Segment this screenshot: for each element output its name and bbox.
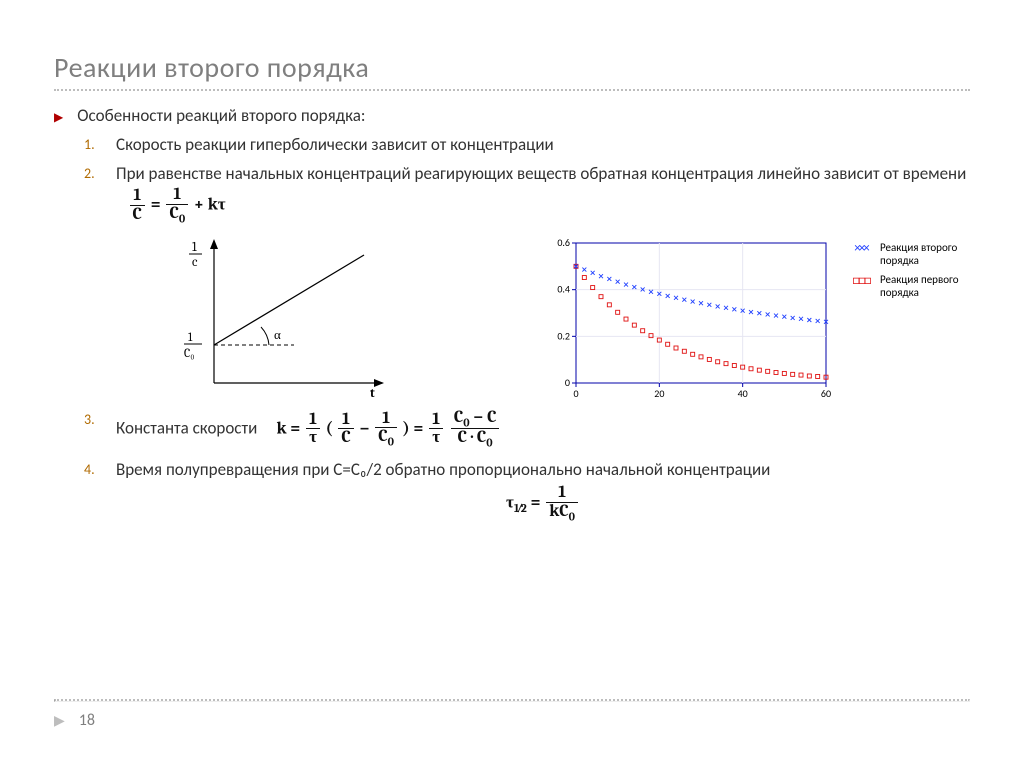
list-item-1: 1 Скорость реакции гиперболически зависи… (54, 134, 970, 157)
svg-text:c: c (192, 255, 198, 270)
legend-label-second: Реакция второго порядка (880, 241, 970, 267)
svg-text:40: 40 (738, 387, 748, 400)
list-item-3: 3 Константа скорости k = 1τ ( 1C − 1C0 )… (54, 409, 970, 450)
grid (576, 243, 826, 383)
svg-text:20: 20 (654, 387, 664, 400)
lead-text: Особенности реакций второго порядка: (77, 105, 970, 128)
item3-prose: Константа скорости (116, 417, 257, 438)
alpha-label: α (274, 328, 281, 343)
linear-schematic-chart: 1 c 1 C₀ α t (174, 233, 394, 403)
decay-chart-wrap: 0 20 40 60 0 0.2 0.4 0.6 ××× Реакция второго п… (536, 233, 970, 403)
angle-arc (261, 327, 269, 345)
yticks: 0 0.2 0.4 0.6 (557, 236, 576, 389)
svg-text:60: 60 (821, 387, 831, 400)
num-4: 4 (84, 461, 106, 480)
item3-text: Константа скорости k = 1τ ( 1C − 1C0 ) =… (116, 409, 970, 450)
decay-scatter-chart: 0 20 40 60 0 0.2 0.4 0.6 (536, 233, 836, 403)
formula-k: k = 1τ ( 1C − 1C0 ) = 1τ C0 − C C · C0 (277, 409, 502, 450)
linear-fit-line (214, 255, 364, 345)
svg-text:0: 0 (573, 387, 578, 400)
nav-arrow-icon[interactable]: ▶ (54, 712, 65, 729)
svg-text:1: 1 (192, 240, 197, 255)
item4-text: Время полупревращения при C=C₀/2 обратно… (116, 459, 970, 523)
series-first-order (574, 264, 828, 379)
svg-text:C₀: C₀ (184, 346, 194, 360)
formula-halflife: τ1⁄2 = 1kC0 (506, 484, 580, 523)
slide: Реакции второго порядка ▶ Особенности ре… (24, 24, 1000, 744)
legend-second-order: ××× Реакция второго порядка (846, 241, 970, 267)
legend-swatch-first: □□□ (852, 273, 870, 288)
title-divider (54, 89, 970, 91)
list-item-2: 2 При равенстве начальных концентраций р… (54, 163, 970, 225)
svg-text:0.2: 0.2 (557, 329, 570, 342)
bullet-marker-icon: ▶ (54, 110, 63, 126)
num-3: 3 (84, 411, 106, 430)
left-axes (210, 239, 384, 387)
charts-row: 1 c 1 C₀ α t 0 20 40 60 0 0.2 0.4 0.6 (54, 233, 970, 403)
page-number: 18 (79, 711, 95, 730)
left-y-label: 1 c (189, 240, 202, 270)
item2-prose: При равенстве начальных концентраций реа… (116, 163, 966, 184)
legend: ××× Реакция второго порядка □□□ Реакция … (846, 241, 970, 306)
left-intercept-label: 1 C₀ (184, 330, 202, 360)
footer: ▶ 18 (54, 711, 95, 730)
item1-text: Скорость реакции гиперболически зависит … (116, 134, 970, 157)
num-1: 1 (84, 136, 106, 155)
legend-label-first: Реакция первого порядка (880, 273, 970, 299)
lead-bullet: ▶ Особенности реакций второго порядка: (54, 105, 970, 128)
slide-title: Реакции второго порядка (54, 50, 970, 85)
svg-text:0: 0 (565, 376, 570, 389)
svg-text:0.6: 0.6 (557, 236, 570, 249)
x-axis-label-t: t (370, 386, 375, 401)
num-2: 2 (84, 165, 106, 184)
item2-text: При равенстве начальных концентраций реа… (116, 163, 970, 225)
legend-swatch-second: ××× (854, 241, 867, 256)
svg-text:1: 1 (188, 330, 193, 344)
list-item-4: 4 Время полупревращения при C=C₀/2 обрат… (54, 459, 970, 523)
series-second-order (574, 264, 828, 324)
svg-text:0.4: 0.4 (557, 282, 570, 295)
legend-first-order: □□□ Реакция первого порядка (846, 273, 970, 299)
footer-divider (54, 699, 970, 702)
plot-box (576, 243, 826, 383)
formula-inv-c: 1C = 1C0 + kτ (128, 186, 226, 225)
item4-prose: Время полупревращения при C=C₀/2 обратно… (116, 459, 770, 480)
xticks: 0 20 40 60 (573, 383, 831, 400)
